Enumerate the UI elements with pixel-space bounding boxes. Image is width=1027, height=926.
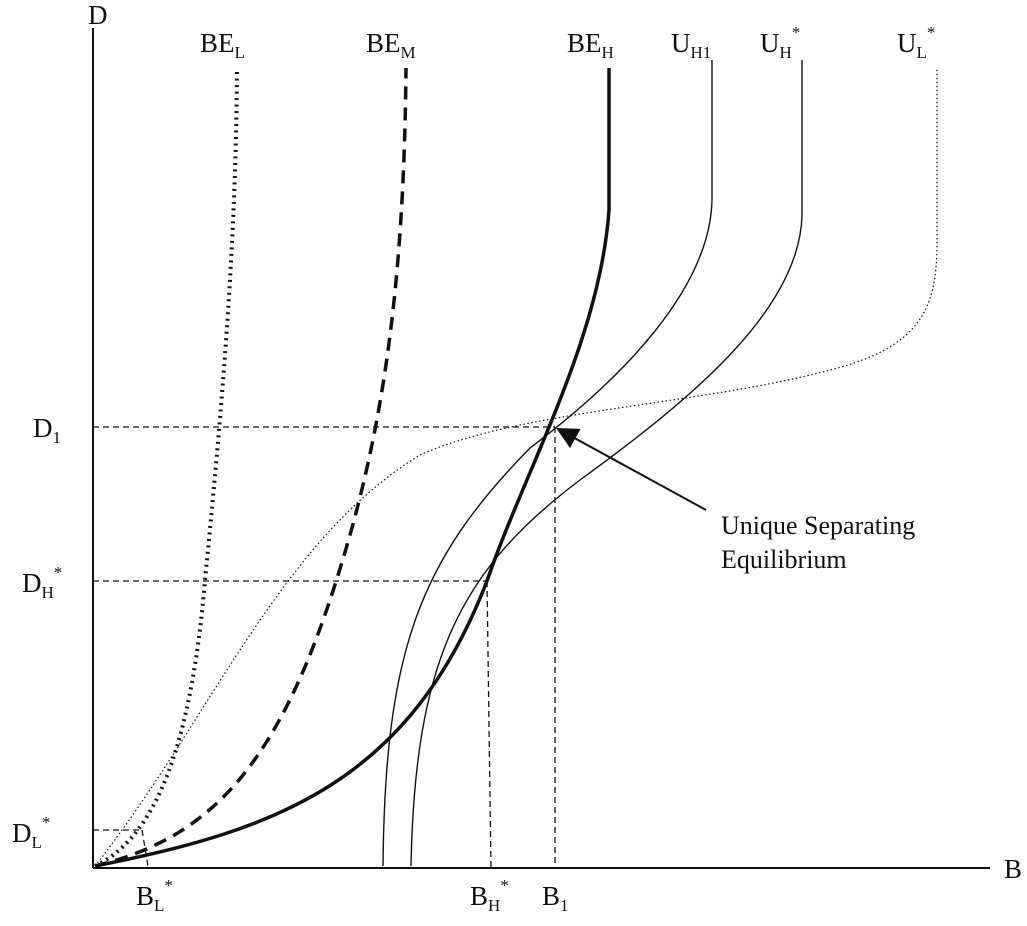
be-h-curve: [94, 68, 611, 868]
y-axis-label: D: [88, 0, 108, 30]
guide-bl-star: [141, 829, 149, 867]
b1-tick-label: B1: [542, 881, 569, 915]
u-h-star-label: UH*: [760, 23, 800, 62]
be-h-label: BEH: [567, 28, 614, 62]
x-axis-label: B: [1004, 854, 1022, 884]
bl-star-tick-label: BL*: [136, 876, 173, 915]
equilibrium-arrow: [556, 427, 707, 511]
annotation-line-2: Equilibrium: [721, 545, 847, 574]
u-h-star-curve: [410, 60, 803, 867]
bh-star-tick-label: BH*: [470, 876, 509, 915]
be-m-curve: [94, 67, 408, 868]
guide-bh-star: [486, 580, 492, 869]
be-m-label: BEM: [366, 28, 416, 62]
guide-lines: [93, 426, 556, 869]
u-h1-label: UH1: [671, 28, 711, 62]
d1-tick-label: D1: [33, 413, 61, 447]
u-l-star-label: UL*: [897, 23, 935, 62]
dl-star-tick-label: DL*: [12, 813, 50, 852]
be-l-label: BEL: [200, 28, 245, 62]
u-h1-curve: [382, 60, 713, 867]
annotation-line-1: Unique Separating: [721, 511, 915, 540]
dh-star-tick-label: DH*: [22, 563, 62, 602]
u-l-star-curve: [94, 68, 938, 867]
be-l-curve: [94, 67, 239, 868]
